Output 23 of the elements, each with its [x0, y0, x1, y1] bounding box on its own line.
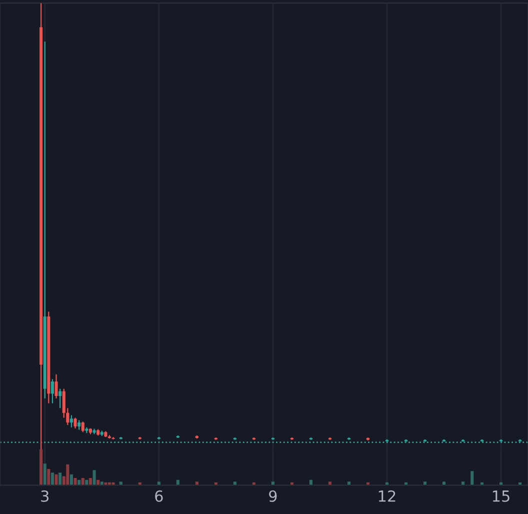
- bar: [50, 472, 54, 486]
- bar: [43, 464, 46, 486]
- bar: [47, 469, 50, 486]
- bar: [74, 478, 77, 486]
- bar: [58, 472, 62, 486]
- candlestick: [74, 417, 77, 429]
- bar: [40, 449, 43, 486]
- x-tick-label: 9: [269, 490, 277, 502]
- bar: [470, 471, 474, 486]
- candlestick: [50, 378, 54, 404]
- bar: [92, 470, 96, 486]
- candlestick: [58, 388, 62, 409]
- bar: [66, 464, 70, 486]
- bar: [70, 474, 73, 486]
- x-tick-label: 15: [492, 490, 510, 502]
- candlestick: [81, 421, 84, 433]
- x-tick-label: 3: [41, 490, 48, 502]
- candlestick: [78, 420, 81, 430]
- candlestick: [70, 414, 73, 428]
- x-tick-label: 6: [155, 490, 163, 502]
- x-tick-label: 12: [378, 490, 396, 502]
- bar: [54, 474, 58, 486]
- candlestick: [54, 374, 58, 399]
